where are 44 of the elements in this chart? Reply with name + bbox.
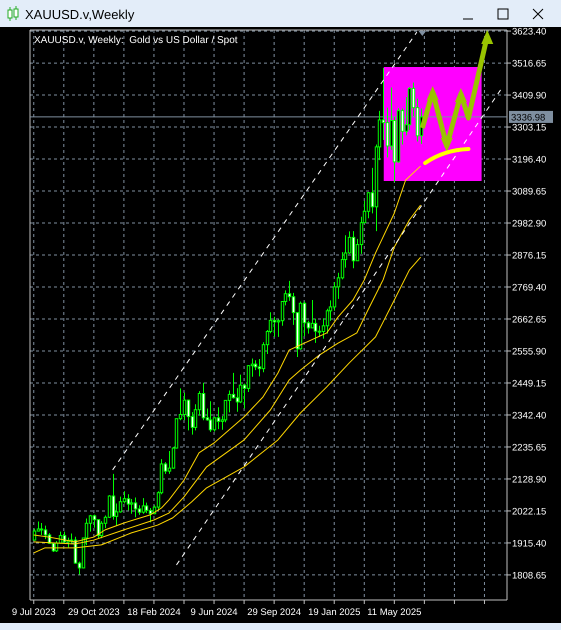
y-tick-label: 3409.90	[512, 90, 546, 102]
line-series	[33, 256, 422, 554]
y-tick-label: 3196.40	[512, 154, 546, 166]
y-tick-label: 2555.90	[512, 346, 546, 358]
candlestick	[44, 525, 48, 540]
y-tick-label: 3303.15	[512, 122, 546, 134]
candlestick	[144, 502, 148, 514]
x-tick-label: 11 May 2025	[367, 607, 422, 618]
candlestick	[236, 388, 240, 412]
candlestick	[272, 316, 276, 338]
x-tick-label: 18 Feb 2024	[127, 607, 181, 618]
candlestick	[168, 450, 172, 474]
y-tick-label: 1808.65	[512, 570, 546, 582]
candlestick	[118, 496, 122, 514]
y-tick-label: 2769.40	[512, 282, 546, 294]
candlestick	[318, 325, 322, 338]
candlestick	[126, 494, 130, 511]
candlestick	[310, 300, 314, 329]
y-tick-label: 2982.90	[512, 218, 546, 230]
y-tick-label: 2876.15	[512, 250, 546, 262]
x-tick-label: 29 Oct 2023	[68, 607, 120, 618]
y-tick-label: 2022.15	[512, 506, 546, 518]
candlestick	[134, 497, 138, 518]
x-tick-label: 9 Jul 2023	[12, 607, 56, 618]
candlestick	[130, 498, 134, 514]
x-tick-label: 9 Jun 2024	[190, 607, 238, 618]
y-tick-label: 2662.65	[512, 314, 546, 326]
y-tick-label: 2128.90	[512, 474, 546, 486]
candlestick	[208, 400, 212, 432]
x-tick-label: 29 Sep 2024	[247, 607, 302, 618]
text: XAUUSD.v, Weekly: Gold vs US Dollar / Spot	[34, 35, 238, 46]
y-tick-label: 2342.40	[512, 410, 546, 422]
y-tick-label: 3089.65	[512, 186, 546, 198]
candlestick	[366, 192, 370, 219]
chart-title: XAUUSD.v,Weekly	[25, 7, 135, 22]
x-tick-label: 19 Jan 2025	[308, 607, 360, 618]
candlestick	[216, 406, 220, 430]
y-tick-label: 1915.40	[512, 538, 546, 550]
ref-line-label: 3336.98	[511, 112, 546, 124]
candlestick	[40, 522, 44, 536]
y-tick-label: 2235.65	[512, 442, 546, 454]
y-tick-label: 3623.40	[512, 26, 546, 38]
y-tick-label: 3516.65	[512, 58, 546, 70]
y-tick-label: 2449.15	[512, 378, 546, 390]
